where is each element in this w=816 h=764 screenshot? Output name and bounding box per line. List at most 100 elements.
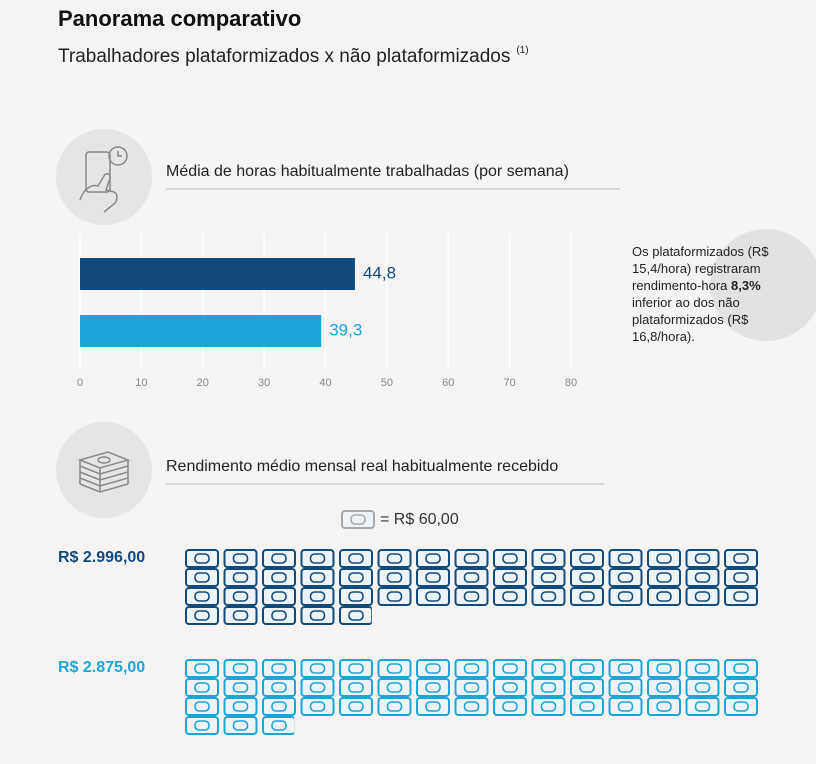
bill-inner <box>348 572 364 583</box>
bill-inner <box>463 682 480 693</box>
x-tick-label: 0 <box>77 377 83 389</box>
x-tick-label: 30 <box>258 377 270 389</box>
bill-inner <box>463 553 480 564</box>
bill-inner <box>232 591 249 602</box>
bill-inner <box>579 663 595 674</box>
bill-icon <box>223 568 258 587</box>
bill-inner <box>656 701 672 712</box>
bill-icon <box>685 568 720 587</box>
bill-inner <box>733 701 749 712</box>
bill-inner <box>656 591 672 602</box>
bill-icon <box>416 587 450 606</box>
bill-inner <box>309 701 326 712</box>
bill-icon <box>454 678 489 697</box>
bill-icon <box>223 678 258 697</box>
bill-inner <box>309 553 326 564</box>
bill-icon <box>531 568 566 587</box>
bill-icon <box>185 587 219 606</box>
bill-inner <box>694 572 711 583</box>
bill-icon <box>493 697 527 716</box>
bill-icon <box>300 549 335 568</box>
bill-inner <box>194 610 210 621</box>
bill-icon <box>531 587 566 606</box>
bill-icon <box>608 587 643 606</box>
bill-inner <box>502 663 518 674</box>
bill-inner <box>348 591 364 602</box>
bill-icon <box>416 697 450 716</box>
bill-inner <box>656 663 672 674</box>
bill-icon <box>570 659 604 678</box>
bill-icon <box>724 659 758 678</box>
bill-inner <box>579 682 595 693</box>
bill-inner <box>579 553 595 564</box>
phone-clock-icon <box>79 146 128 213</box>
bill-icon <box>454 697 489 716</box>
bill-inner <box>540 663 557 674</box>
bill-icon <box>608 678 643 697</box>
bill-inner <box>463 701 480 712</box>
bill-inner <box>271 720 287 731</box>
bill-inner <box>232 701 249 712</box>
bill-icon <box>570 549 604 568</box>
bill-icon <box>570 697 604 716</box>
bill-inner <box>348 553 364 564</box>
bill-icon <box>570 587 604 606</box>
bar <box>80 315 322 347</box>
bill-icon <box>377 568 412 587</box>
bill-inner <box>502 553 518 564</box>
bill-icon <box>339 587 373 606</box>
bill-icon <box>262 568 296 587</box>
bill-inner <box>656 553 672 564</box>
bill-icon <box>339 549 373 568</box>
bill-inner <box>194 572 210 583</box>
bill-icon <box>300 659 335 678</box>
value-label: 44,8 <box>363 263 396 282</box>
bill-inner <box>271 701 287 712</box>
bill-inner <box>348 610 364 621</box>
unit-label: = R$ 60,00 <box>380 511 459 528</box>
bill-inner <box>425 663 441 674</box>
bill-icon <box>185 659 219 678</box>
bill-icon <box>185 606 219 625</box>
bill-inner <box>232 682 249 693</box>
bill-icon <box>185 678 219 697</box>
bill-inner <box>733 572 749 583</box>
bill-inner <box>617 553 634 564</box>
bill-inner <box>194 553 210 564</box>
bill-icon <box>339 606 372 625</box>
bill-inner <box>694 701 711 712</box>
bill-inner <box>502 572 518 583</box>
bill-inner <box>502 682 518 693</box>
bill-icon <box>339 659 373 678</box>
bill-icon <box>377 587 412 606</box>
bill-inner <box>502 701 518 712</box>
bill-inner <box>232 553 249 564</box>
bill-inner <box>232 610 249 621</box>
bill-icon <box>724 678 758 697</box>
bill-icon <box>608 568 643 587</box>
bill-icon <box>685 549 720 568</box>
bill-inner <box>463 572 480 583</box>
bill-inner <box>271 610 287 621</box>
x-tick-label: 20 <box>197 377 209 389</box>
bar <box>80 258 355 290</box>
money-icon <box>77 451 131 493</box>
bill-icon <box>223 549 258 568</box>
bill-inner <box>309 610 326 621</box>
bill-inner <box>348 682 364 693</box>
bill-icon <box>262 606 296 625</box>
bill-icon <box>493 678 527 697</box>
bill-icon <box>223 697 258 716</box>
bill-icon <box>685 678 720 697</box>
bill-inner <box>232 663 249 674</box>
bill-icon <box>262 549 296 568</box>
bill-icon <box>493 549 527 568</box>
bill-inner <box>309 591 326 602</box>
bill-inner <box>540 591 557 602</box>
bill-icon <box>262 659 296 678</box>
bill-icon <box>339 678 373 697</box>
bill-inner <box>309 682 326 693</box>
bill-inner <box>194 701 210 712</box>
bill-icon <box>493 659 527 678</box>
